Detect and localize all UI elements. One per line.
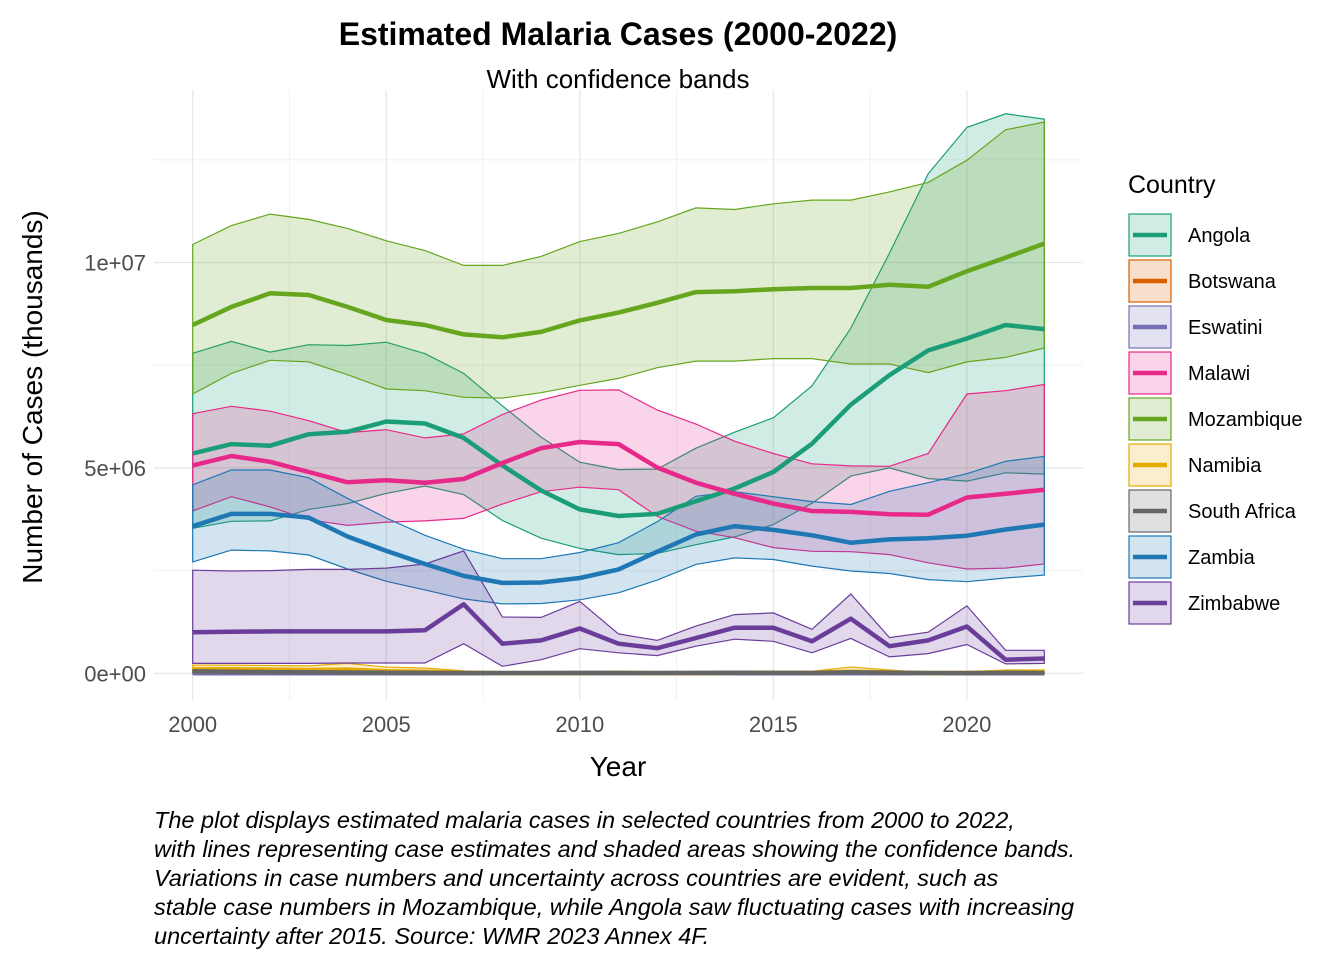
x-axis-title: Year [590, 751, 647, 782]
line-zimbabwe [192, 602, 1045, 662]
x-tick-label: 2000 [168, 712, 217, 737]
chart-subtitle: With confidence bands [486, 64, 749, 94]
caption: The plot displays estimated malaria case… [154, 806, 1304, 951]
legend-item: Botswana [1128, 259, 1277, 303]
caption-line: uncertainty after 2015. Source: WMR 2023… [154, 923, 710, 949]
line-malawi [192, 439, 1045, 517]
x-tick-label: 2015 [749, 712, 798, 737]
legend-label: Eswatini [1188, 317, 1262, 339]
caption-line: stable case numbers in Mozambique, while… [154, 894, 1075, 920]
legend-item: Mozambique [1128, 397, 1303, 441]
legend-title: Country [1128, 171, 1216, 199]
legend-item: South Africa [1128, 489, 1297, 533]
legend-item: Zimbabwe [1128, 581, 1280, 625]
x-axis-ticks: 2000 2005 2010 2015 2020 [168, 712, 991, 737]
y-tick-label: 1e+07 [84, 251, 146, 276]
legend-label: Zimbabwe [1188, 593, 1280, 615]
legend-label: Zambia [1188, 547, 1256, 569]
legend-item: Malawi [1128, 351, 1250, 395]
malaria-chart: Estimated Malaria Cases (2000-2022) With… [17, 16, 1303, 782]
line-south-africa [192, 668, 1045, 676]
chart-title: Estimated Malaria Cases (2000-2022) [339, 16, 898, 52]
legend-label: South Africa [1188, 501, 1297, 523]
band-zimbabwe [192, 550, 1045, 667]
legend-item: Angola [1128, 213, 1251, 257]
y-tick-label: 5e+06 [84, 456, 146, 481]
y-tick-label: 0e+00 [84, 661, 146, 686]
confidence-bands [192, 113, 1045, 674]
legend-label: Mozambique [1188, 409, 1303, 431]
x-tick-label: 2010 [555, 712, 604, 737]
x-tick-label: 2020 [942, 712, 991, 737]
legend-label: Malawi [1188, 363, 1250, 385]
legend-item: Zambia [1128, 535, 1256, 579]
caption-line: Variations in case numbers and uncertain… [154, 865, 999, 891]
y-axis-title: Number of Cases (thousands) [17, 210, 48, 584]
line-mozambique [191, 241, 1046, 340]
x-tick-label: 2005 [362, 712, 411, 737]
legend-label: Namibia [1188, 455, 1262, 477]
line-angola [192, 322, 1045, 519]
y-axis-ticks: 0e+00 5e+06 1e+07 [84, 251, 146, 687]
legend-item: Namibia [1128, 443, 1262, 487]
caption-line: with lines representing case estimates a… [154, 836, 1075, 862]
band-zambia [192, 455, 1045, 605]
legend-label: Angola [1188, 225, 1251, 247]
band-mozambique [192, 121, 1045, 399]
caption-line: The plot displays estimated malaria case… [154, 807, 1015, 833]
line-zambia [192, 511, 1045, 586]
series-lines [191, 241, 1046, 676]
legend-label: Botswana [1188, 271, 1277, 293]
legend: Country Angola Botswana Eswatini Malawi Moza… [1128, 171, 1303, 625]
legend-item: Eswatini [1128, 305, 1262, 349]
